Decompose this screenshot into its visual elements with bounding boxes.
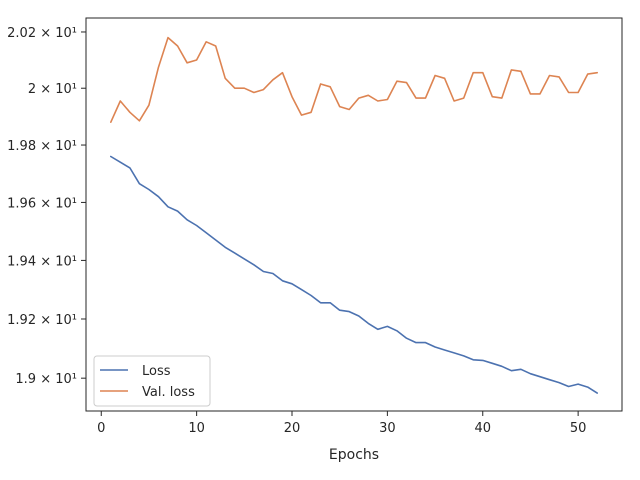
y-tick-label: 2 × 10¹ bbox=[28, 82, 77, 97]
series-lines bbox=[110, 36, 599, 394]
x-tick-label: 20 bbox=[284, 421, 301, 436]
legend: Loss Val. loss bbox=[93, 355, 211, 407]
x-tick-label: 30 bbox=[379, 421, 396, 436]
y-tick-label: 1.9 × 10¹ bbox=[15, 372, 77, 387]
y-axis: 1.9 × 10¹ 1.92 × 10¹ 1.94 × 10¹ 1.96 × 10¹ 1… bbox=[7, 26, 86, 387]
legend-label: Val. loss bbox=[142, 385, 195, 400]
y-tick-label: 1.94 × 10¹ bbox=[7, 254, 77, 269]
x-tick-label: 0 bbox=[97, 421, 105, 436]
x-tick-label: 10 bbox=[188, 421, 205, 436]
series-line-loss bbox=[110, 155, 599, 394]
y-tick-label: 1.98 × 10¹ bbox=[7, 139, 77, 154]
x-tick-label: 50 bbox=[570, 421, 587, 436]
y-tick-label: 1.96 × 10¹ bbox=[7, 196, 77, 211]
x-axis: 0 10 20 30 40 50 bbox=[97, 411, 586, 436]
x-axis-label: Epochs bbox=[329, 447, 379, 463]
legend-box bbox=[93, 355, 211, 407]
legend-label: Loss bbox=[142, 364, 171, 379]
x-tick-label: 40 bbox=[474, 421, 491, 436]
series-line-val-loss bbox=[110, 36, 599, 123]
y-tick-label: 2.02 × 10¹ bbox=[7, 26, 77, 41]
y-tick-label: 1.92 × 10¹ bbox=[7, 313, 77, 328]
plot-frame bbox=[85, 17, 623, 412]
